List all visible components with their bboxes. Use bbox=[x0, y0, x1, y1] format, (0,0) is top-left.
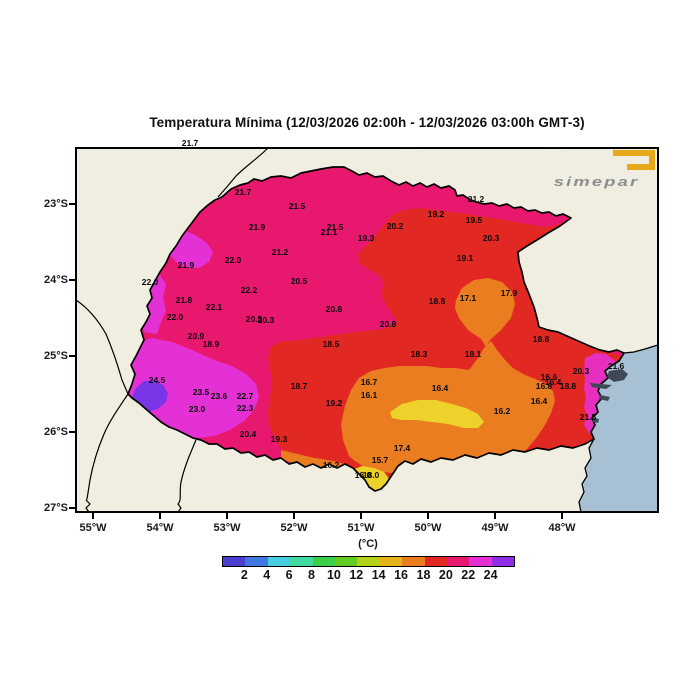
lon-tick bbox=[427, 512, 429, 519]
legend-tick-label: 20 bbox=[438, 568, 453, 582]
legend-color-cell bbox=[379, 557, 403, 566]
lon-tick bbox=[293, 512, 295, 519]
legend-color-cell bbox=[357, 557, 380, 566]
legend-tick-label: 6 bbox=[285, 568, 293, 582]
legend-color-cell bbox=[290, 557, 313, 566]
paranagua-bay bbox=[590, 369, 628, 423]
lon-tick bbox=[92, 512, 94, 519]
map-frame bbox=[75, 147, 659, 513]
legend-tick-label: 4 bbox=[263, 568, 271, 582]
legend-color-cell bbox=[245, 557, 268, 566]
legend-color-cell bbox=[402, 557, 425, 566]
lon-tick-label: 51°W bbox=[347, 522, 375, 534]
region-orange-northeast bbox=[455, 278, 515, 347]
legend-color-cell bbox=[491, 557, 515, 566]
lon-tick-label: 55°W bbox=[79, 522, 107, 534]
legend-tick-label: 22 bbox=[461, 568, 476, 582]
lon-tick-label: 52°W bbox=[280, 522, 308, 534]
lat-tick-label: 24°S bbox=[44, 274, 68, 286]
lat-tick-label: 25°S bbox=[44, 350, 68, 362]
region-magenta-southwest bbox=[128, 338, 259, 438]
legend-color-cell bbox=[223, 557, 246, 566]
simepar-logo: simepar bbox=[534, 150, 659, 192]
lat-tick bbox=[69, 203, 76, 205]
region-yellow-band bbox=[390, 400, 484, 428]
lat-tick-label: 23°S bbox=[44, 198, 68, 210]
page-title: Temperatura Mínima (12/03/2026 02:00h - … bbox=[149, 115, 585, 130]
lat-tick bbox=[69, 507, 76, 509]
legend-color-cell bbox=[424, 557, 447, 566]
region-magenta-northwest bbox=[170, 231, 213, 268]
lat-tick bbox=[69, 279, 76, 281]
legend-color-cell bbox=[312, 557, 335, 566]
coastline bbox=[578, 344, 659, 513]
simepar-logo-text: simepar bbox=[553, 174, 640, 190]
legend-tick-label: 18 bbox=[416, 568, 431, 582]
legend-tick-label: 24 bbox=[483, 568, 498, 582]
lon-tick-label: 54°W bbox=[146, 522, 174, 534]
legend-color-cell bbox=[469, 557, 492, 566]
legend-tick-label: 2 bbox=[240, 568, 248, 582]
temperature-field bbox=[128, 167, 624, 491]
lon-tick-label: 49°W bbox=[481, 522, 509, 534]
legend-color-cell bbox=[267, 557, 291, 566]
legend-tick-label: 10 bbox=[326, 568, 341, 582]
lon-tick bbox=[494, 512, 496, 519]
legend-color-cell bbox=[446, 557, 470, 566]
lat-tick-label: 26°S bbox=[44, 426, 68, 438]
simepar-logo-icon bbox=[613, 150, 655, 170]
lon-tick-label: 53°W bbox=[213, 522, 241, 534]
atlantic-ocean bbox=[579, 345, 658, 512]
lat-tick bbox=[69, 431, 76, 433]
lon-tick bbox=[226, 512, 228, 519]
legend-color-cell bbox=[334, 557, 358, 566]
legend-tick-label: 14 bbox=[371, 568, 386, 582]
lat-tick-label: 27°S bbox=[44, 502, 68, 514]
lon-tick-label: 50°W bbox=[414, 522, 442, 534]
lon-tick bbox=[561, 512, 563, 519]
legend-tick-label: 12 bbox=[349, 568, 364, 582]
legend-unit-label: (°C) bbox=[358, 538, 378, 550]
legend-tick-label: 8 bbox=[308, 568, 316, 582]
legend-colorbar bbox=[222, 556, 515, 567]
lon-tick-label: 48°W bbox=[548, 522, 576, 534]
neighbor-border-lines bbox=[75, 147, 269, 513]
lon-tick bbox=[159, 512, 161, 519]
legend-tick-label: 16 bbox=[394, 568, 409, 582]
lat-tick bbox=[69, 355, 76, 357]
lon-tick bbox=[360, 512, 362, 519]
